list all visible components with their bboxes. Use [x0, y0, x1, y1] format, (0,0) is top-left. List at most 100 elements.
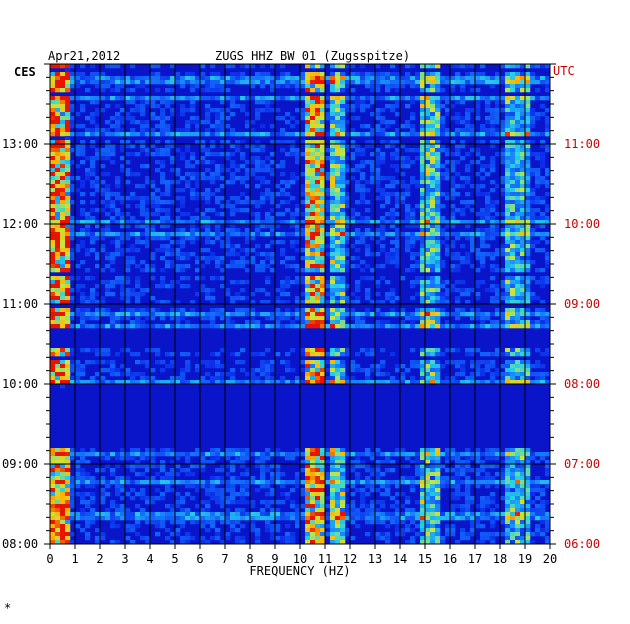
spectrogram-cell [55, 80, 61, 85]
spectrogram-cell [495, 320, 501, 325]
spectrogram-cell [425, 288, 431, 293]
spectrogram-cell [60, 72, 66, 77]
spectrogram-cell [335, 104, 341, 109]
spectrogram-cell [245, 124, 251, 129]
spectrogram-cell [535, 324, 541, 329]
spectrogram-cell [275, 192, 281, 197]
spectrogram-cell [305, 224, 311, 229]
spectrogram-cell [545, 120, 551, 125]
spectrogram-cell [425, 468, 431, 473]
spectrogram-cell [540, 372, 546, 377]
spectrogram-cell [215, 164, 221, 169]
spectrogram-cell [395, 368, 401, 373]
spectrogram-cell [70, 232, 76, 237]
spectrogram-cell [160, 284, 166, 289]
spectrogram-cell [65, 64, 71, 69]
spectrogram-cell [245, 480, 251, 485]
spectrogram-cell [90, 100, 96, 105]
spectrogram-cell [470, 96, 476, 101]
spectrogram-cell [430, 464, 436, 469]
spectrogram-cell [440, 116, 446, 121]
spectrogram-cell [230, 260, 236, 265]
spectrogram-cell [515, 456, 521, 461]
spectrogram-cell [450, 468, 456, 473]
spectrogram-cell [235, 460, 241, 465]
spectrogram-cell [195, 172, 201, 177]
spectrogram-cell [430, 228, 436, 233]
spectrogram-cell [435, 376, 441, 381]
spectrogram-cell [395, 212, 401, 217]
spectrogram-cell [115, 488, 121, 493]
spectrogram-cell [515, 72, 521, 77]
spectrogram-cell [335, 360, 341, 365]
spectrogram-cell [65, 448, 71, 453]
spectrogram-cell [195, 236, 201, 241]
spectrogram-cell [335, 244, 341, 249]
spectrogram-cell [140, 204, 146, 209]
spectrogram-cell [315, 476, 321, 481]
spectrogram-cell [525, 368, 531, 373]
spectrogram-cell [335, 76, 341, 81]
spectrogram-cell [185, 312, 191, 317]
spectrogram-cell [310, 176, 316, 181]
spectrogram-cell [425, 180, 431, 185]
spectrogram-cell [330, 276, 336, 281]
spectrogram-cell [340, 368, 346, 373]
spectrogram-cell [170, 76, 176, 81]
spectrogram-cell [185, 456, 191, 461]
spectrogram-cell [210, 484, 216, 489]
spectrogram-cell [110, 468, 116, 473]
spectrogram-cell [105, 128, 111, 133]
spectrogram-cell [485, 192, 491, 197]
spectrogram-cell [85, 172, 91, 177]
spectrogram-cell [60, 292, 66, 297]
spectrogram-cell [430, 160, 436, 165]
spectrogram-cell [80, 456, 86, 461]
spectrogram-cell [130, 248, 136, 253]
spectrogram-cell [515, 160, 521, 165]
spectrogram-cell [295, 80, 301, 85]
spectrogram-cell [180, 200, 186, 205]
spectrogram-cell [275, 224, 281, 229]
spectrogram-cell [370, 72, 376, 77]
spectrogram-cell [55, 236, 61, 241]
spectrogram-cell [335, 472, 341, 477]
spectrogram-cell [160, 124, 166, 129]
spectrogram-cell [60, 372, 66, 377]
spectrogram-cell [515, 460, 521, 465]
spectrogram-cell [50, 140, 56, 145]
spectrogram-cell [340, 248, 346, 253]
spectrogram-cell [525, 280, 531, 285]
spectrogram-cell [535, 348, 541, 353]
spectrogram-cell [540, 312, 546, 317]
spectrogram-cell [180, 108, 186, 113]
spectrogram-cell [60, 364, 66, 369]
spectrogram-cell [510, 200, 516, 205]
spectrogram-cell [520, 108, 526, 113]
spectrogram-cell [260, 96, 266, 101]
spectrogram-cell [110, 204, 116, 209]
spectrogram-cell [145, 480, 151, 485]
spectrogram-cell [540, 248, 546, 253]
spectrogram-cell [210, 124, 216, 129]
spectrogram-cell [510, 232, 516, 237]
spectrogram-cell [255, 164, 261, 169]
spectrogram-cell [425, 64, 431, 69]
spectrogram-cell [425, 172, 431, 177]
spectrogram-cell [430, 308, 436, 313]
spectrogram-cell [475, 132, 481, 137]
spectrogram-cell [55, 120, 61, 125]
spectrogram-cell [105, 284, 111, 289]
spectrogram-cell [120, 76, 126, 81]
spectrogram-cell [125, 300, 131, 305]
spectrogram-cell [515, 256, 521, 261]
spectrogram-cell [50, 124, 56, 129]
spectrogram-cell [430, 76, 436, 81]
spectrogram-cell [395, 452, 401, 457]
spectrogram-cell [440, 280, 446, 285]
spectrogram-cell [360, 268, 366, 273]
spectrogram-cell [280, 312, 286, 317]
spectrogram-cell [395, 484, 401, 489]
spectrogram-cell [460, 244, 466, 249]
spectrogram-cell [85, 224, 91, 229]
